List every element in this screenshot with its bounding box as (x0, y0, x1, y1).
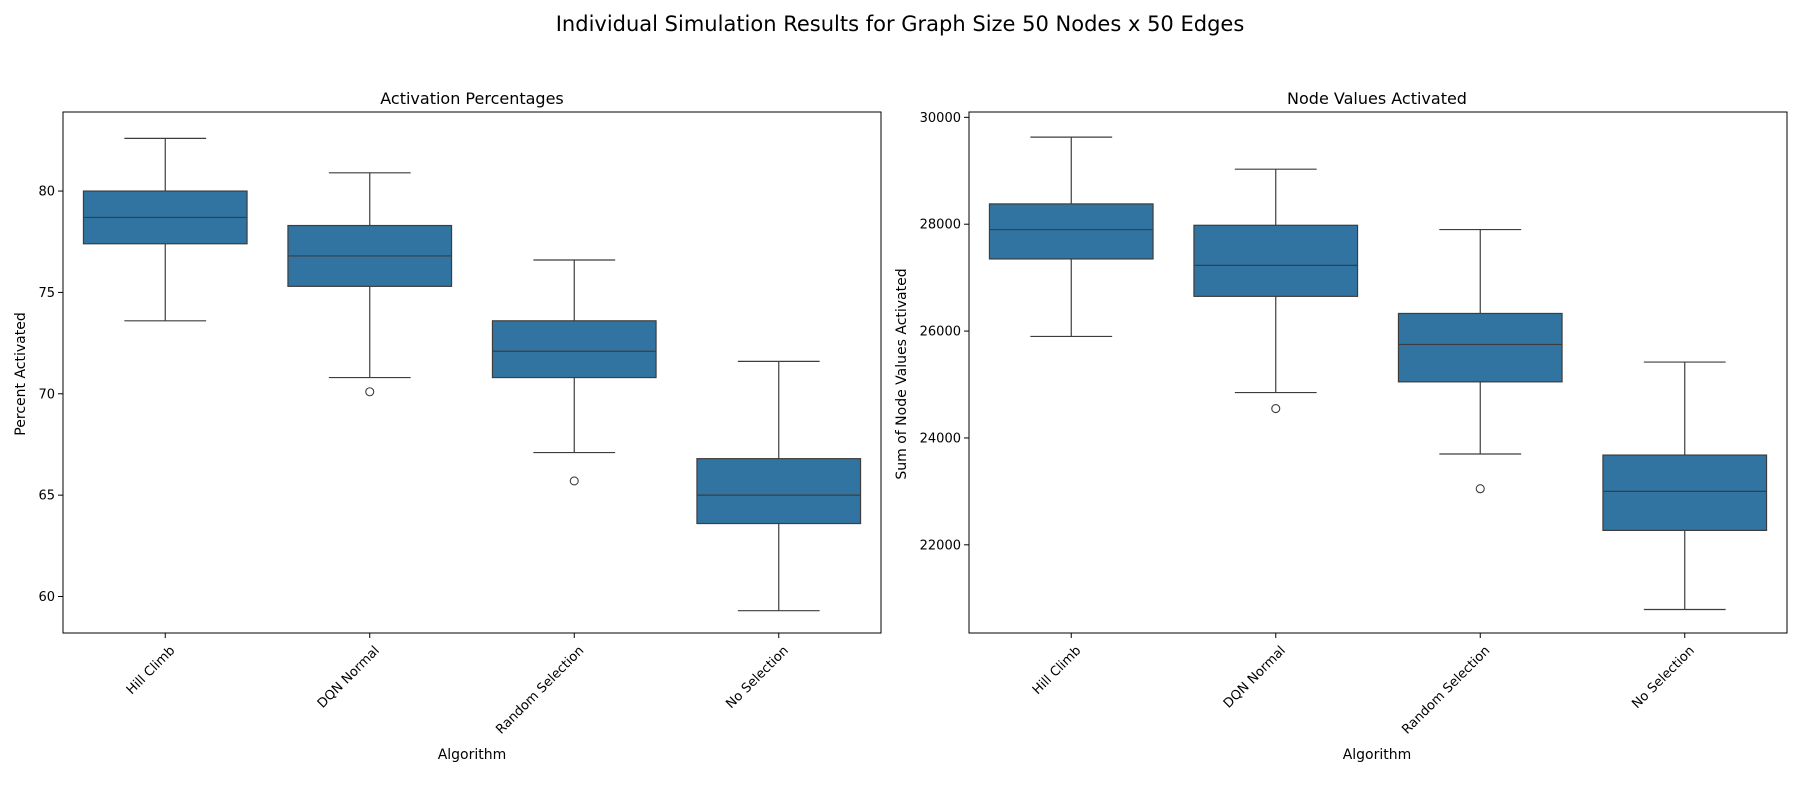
box-random-selection (491, 259, 657, 486)
plot-frame (968, 111, 1788, 634)
figure-suptitle: Individual Simulation Results for Graph … (556, 12, 1245, 36)
box-body (988, 203, 1154, 260)
y-axis-label: Percent Activated (13, 312, 29, 435)
panel-node-values-activated: Node Values Activated Sum of Node Values… (894, 89, 1788, 763)
y-tick-label: 70 (38, 387, 55, 402)
y-tick-label: 75 (38, 286, 55, 301)
y-tick-label: 24000 (920, 431, 961, 446)
x-ticks-layer: Hill Climb DQN Normal Random Selection No S… (124, 633, 792, 737)
y-axis-label: Sum of Node Values Activated (894, 268, 910, 479)
panel-title: Activation Percentages (380, 89, 564, 108)
boxes-layer (82, 137, 862, 612)
x-tick-label: Hill Climb (1030, 643, 1084, 697)
panel-title: Node Values Activated (1287, 89, 1467, 108)
box-hill-climb (988, 136, 1154, 338)
boxes-layer (988, 136, 1768, 611)
outlier-point (1271, 404, 1281, 414)
plot-frame (62, 111, 882, 634)
x-tick-label: DQN Normal (315, 643, 383, 711)
box-no-selection (1602, 361, 1768, 611)
outlier-point (365, 387, 375, 397)
y-tick-label: 80 (38, 185, 55, 200)
x-tick-label: No Selection (1629, 643, 1697, 711)
box-no-selection (696, 360, 862, 612)
box-body (491, 320, 657, 379)
box-dqn-normal (287, 172, 453, 397)
outlier-point (569, 476, 579, 486)
y-tick-label: 28000 (920, 218, 961, 233)
box-body (1193, 224, 1359, 297)
y-ticks-layer: 22000 24000 26000 28000 30000 (920, 111, 969, 553)
x-axis-label: Algorithm (1343, 747, 1412, 763)
y-ticks-layer: 60 65 70 75 80 (38, 185, 63, 605)
y-tick-label: 30000 (920, 111, 961, 126)
x-tick-label: No Selection (723, 643, 791, 711)
box-hill-climb (82, 137, 248, 322)
box-body (696, 458, 862, 525)
outlier-point (1475, 484, 1485, 494)
x-ticks-layer: Hill Climb DQN Normal Random Selection No S… (1030, 633, 1698, 737)
x-tick-label: Random Selection (493, 643, 587, 737)
y-tick-label: 65 (38, 489, 55, 504)
box-dqn-normal (1193, 168, 1359, 414)
y-tick-label: 60 (38, 590, 55, 605)
box-body (1602, 454, 1768, 532)
x-tick-label: Random Selection (1399, 643, 1493, 737)
x-axis-label: Algorithm (438, 747, 507, 763)
box-random-selection (1397, 228, 1563, 494)
y-tick-label: 26000 (920, 325, 961, 340)
box-body (1397, 312, 1563, 383)
y-tick-label: 22000 (920, 538, 961, 553)
x-tick-label: Hill Climb (124, 643, 178, 697)
panel-activation-percentages: Activation Percentages Percent Activated… (13, 89, 882, 763)
x-tick-label: DQN Normal (1221, 643, 1289, 711)
